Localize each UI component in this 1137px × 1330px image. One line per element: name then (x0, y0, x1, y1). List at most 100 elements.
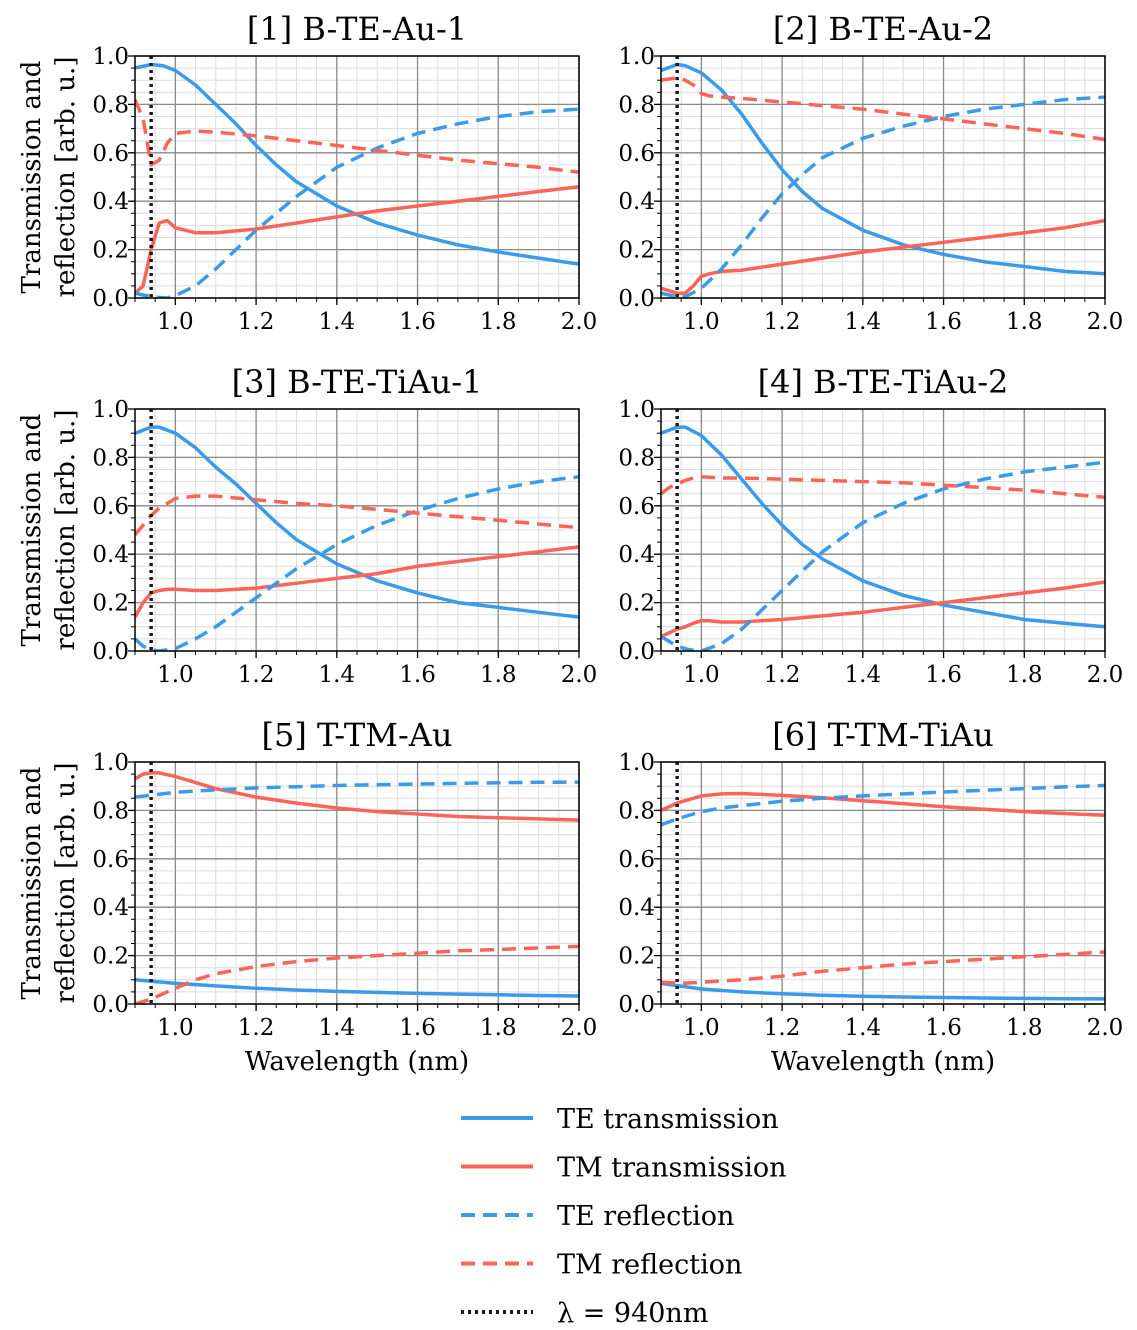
y-tick-label: 1.0 (618, 397, 655, 423)
legend-label: TM reflection (557, 1250, 742, 1281)
panel-title: [3] B-TE-TiAu-1 (232, 363, 483, 401)
legend-item: λ = 940nm (461, 1298, 708, 1329)
y-axis-label-line2: reflection [arb. u.] (51, 763, 81, 1004)
series-tm-reflection (135, 494, 579, 536)
legend-item: TM reflection (461, 1250, 742, 1281)
series-te-reflection (661, 783, 1105, 827)
x-tick-label: 1.2 (238, 309, 275, 335)
panel-title: [1] B-TE-Au-1 (247, 10, 467, 48)
y-tick-label: 0.6 (618, 494, 655, 520)
panel-title: [4] B-TE-TiAu-2 (758, 363, 1009, 401)
panel-5: 1.0 1.2 1.4 1.6 1.8 2.0 0.0 0.2 0.4 0.6 0.8 1.0 [5] … (17, 716, 597, 1077)
y-tick-label: 0.2 (618, 238, 655, 264)
x-tick-label: 1.8 (1006, 662, 1043, 688)
y-tick-label: 0.6 (618, 847, 655, 873)
minor-grid (134, 408, 580, 652)
x-tick-label: 1.4 (319, 1015, 356, 1041)
x-tick-label: 2.0 (1087, 662, 1124, 688)
series-tm-transmission (135, 545, 579, 618)
y-axis-label-line1: Transmission and (17, 767, 47, 1000)
x-tick-label: 1.8 (1006, 1015, 1043, 1041)
x-tick-label: 1.2 (238, 662, 275, 688)
y-tick-label: 0.0 (92, 286, 129, 312)
series-group (135, 771, 579, 1004)
y-tick-label: 0.4 (92, 895, 129, 921)
panel-4: 1.0 1.2 1.4 1.6 1.8 2.0 0.0 0.2 0.4 0.6 0.8 1.0 [4] … (618, 363, 1123, 688)
series-tm-transmission (661, 580, 1105, 639)
x-tick-label: 1.4 (319, 309, 356, 335)
y-tick-label: 0.0 (618, 639, 655, 665)
x-tick-label: 1.6 (925, 662, 962, 688)
minor-grid (660, 761, 1106, 1005)
legend-label: TE reflection (557, 1201, 734, 1232)
series-te-transmission (135, 425, 579, 619)
panel-6: 1.0 1.2 1.4 1.6 1.8 2.0 0.0 0.2 0.4 0.6 0.8 1.0 [6] … (618, 716, 1123, 1077)
y-tick-label: 0.8 (618, 92, 655, 118)
panel-2: 1.0 1.2 1.4 1.6 1.8 2.0 0.0 0.2 0.4 0.6 0.8 1.0 [2] … (618, 10, 1123, 335)
y-tick-label: 0.6 (92, 494, 129, 520)
legend-label: TM transmission (557, 1153, 787, 1184)
y-tick-label: 0.6 (618, 141, 655, 167)
y-axis-label-line1: Transmission and (17, 414, 47, 647)
y-tick-label: 0.6 (92, 141, 129, 167)
series-group (135, 62, 579, 298)
x-tick-label: 1.2 (764, 662, 801, 688)
series-te-transmission (135, 978, 579, 998)
y-tick-label: 0.8 (92, 92, 129, 118)
x-tick-label: 1.8 (480, 1015, 517, 1041)
x-tick-label: 1.8 (1006, 309, 1043, 335)
y-tick-label: 0.0 (618, 286, 655, 312)
y-tick-label: 0.8 (92, 445, 129, 471)
x-tick-label: 1.8 (480, 309, 517, 335)
x-tick-label: 1.6 (399, 662, 436, 688)
series-tm-reflection (661, 76, 1105, 142)
x-tick-label: 1.4 (319, 662, 356, 688)
series-group (661, 783, 1105, 1001)
x-tick-label: 1.0 (683, 662, 720, 688)
legend-item: TE reflection (461, 1201, 734, 1232)
x-tick-label: 1.6 (925, 309, 962, 335)
x-tick-label: 1.6 (399, 1015, 436, 1041)
series-tm-transmission (135, 184, 579, 295)
panel-title: [6] T-TM-TiAu (772, 716, 993, 754)
x-tick-label: 1.0 (157, 309, 194, 335)
x-tick-label: 2.0 (1087, 1015, 1124, 1041)
y-tick-label: 0.8 (92, 798, 129, 824)
x-tick-label: 2.0 (561, 309, 598, 335)
panel-1: 1.0 1.2 1.4 1.6 1.8 2.0 0.0 0.2 0.4 0.6 0.8 1.0 [1] … (17, 10, 597, 335)
y-tick-label: 0.4 (618, 542, 655, 568)
x-tick-label: 1.2 (764, 309, 801, 335)
series-tm-transmission (661, 218, 1105, 295)
legend-label: λ = 940nm (557, 1298, 708, 1329)
x-tick-label: 1.2 (238, 1015, 275, 1041)
legend-label: TE transmission (557, 1104, 779, 1135)
minor-grid (660, 408, 1106, 652)
series-tm-transmission (135, 771, 579, 822)
x-tick-label: 2.0 (561, 1015, 598, 1041)
y-tick-label: 0.8 (618, 798, 655, 824)
legend-item: TE transmission (461, 1104, 779, 1135)
panel-title: [2] B-TE-Au-2 (773, 10, 993, 48)
x-tick-label: 1.4 (845, 1015, 882, 1041)
y-tick-label: 1.0 (92, 750, 129, 776)
x-tick-label: 1.6 (399, 309, 436, 335)
x-tick-label: 2.0 (1087, 309, 1124, 335)
x-tick-label: 1.0 (157, 662, 194, 688)
series-te-transmission (135, 62, 579, 266)
series-group (661, 62, 1105, 298)
series-te-transmission (661, 425, 1105, 629)
y-tick-label: 0.8 (618, 445, 655, 471)
x-tick-label: 1.0 (683, 1015, 720, 1041)
x-tick-label: 2.0 (561, 662, 598, 688)
series-te-transmission (661, 62, 1105, 276)
y-tick-label: 1.0 (92, 397, 129, 423)
legend-item: TM transmission (461, 1153, 787, 1184)
y-tick-label: 1.0 (618, 44, 655, 70)
series-tm-reflection (661, 950, 1105, 986)
y-tick-label: 1.0 (618, 750, 655, 776)
x-tick-label: 1.4 (845, 662, 882, 688)
y-tick-label: 0.6 (92, 847, 129, 873)
series-te-reflection (135, 780, 579, 799)
y-tick-label: 0.0 (92, 992, 129, 1018)
